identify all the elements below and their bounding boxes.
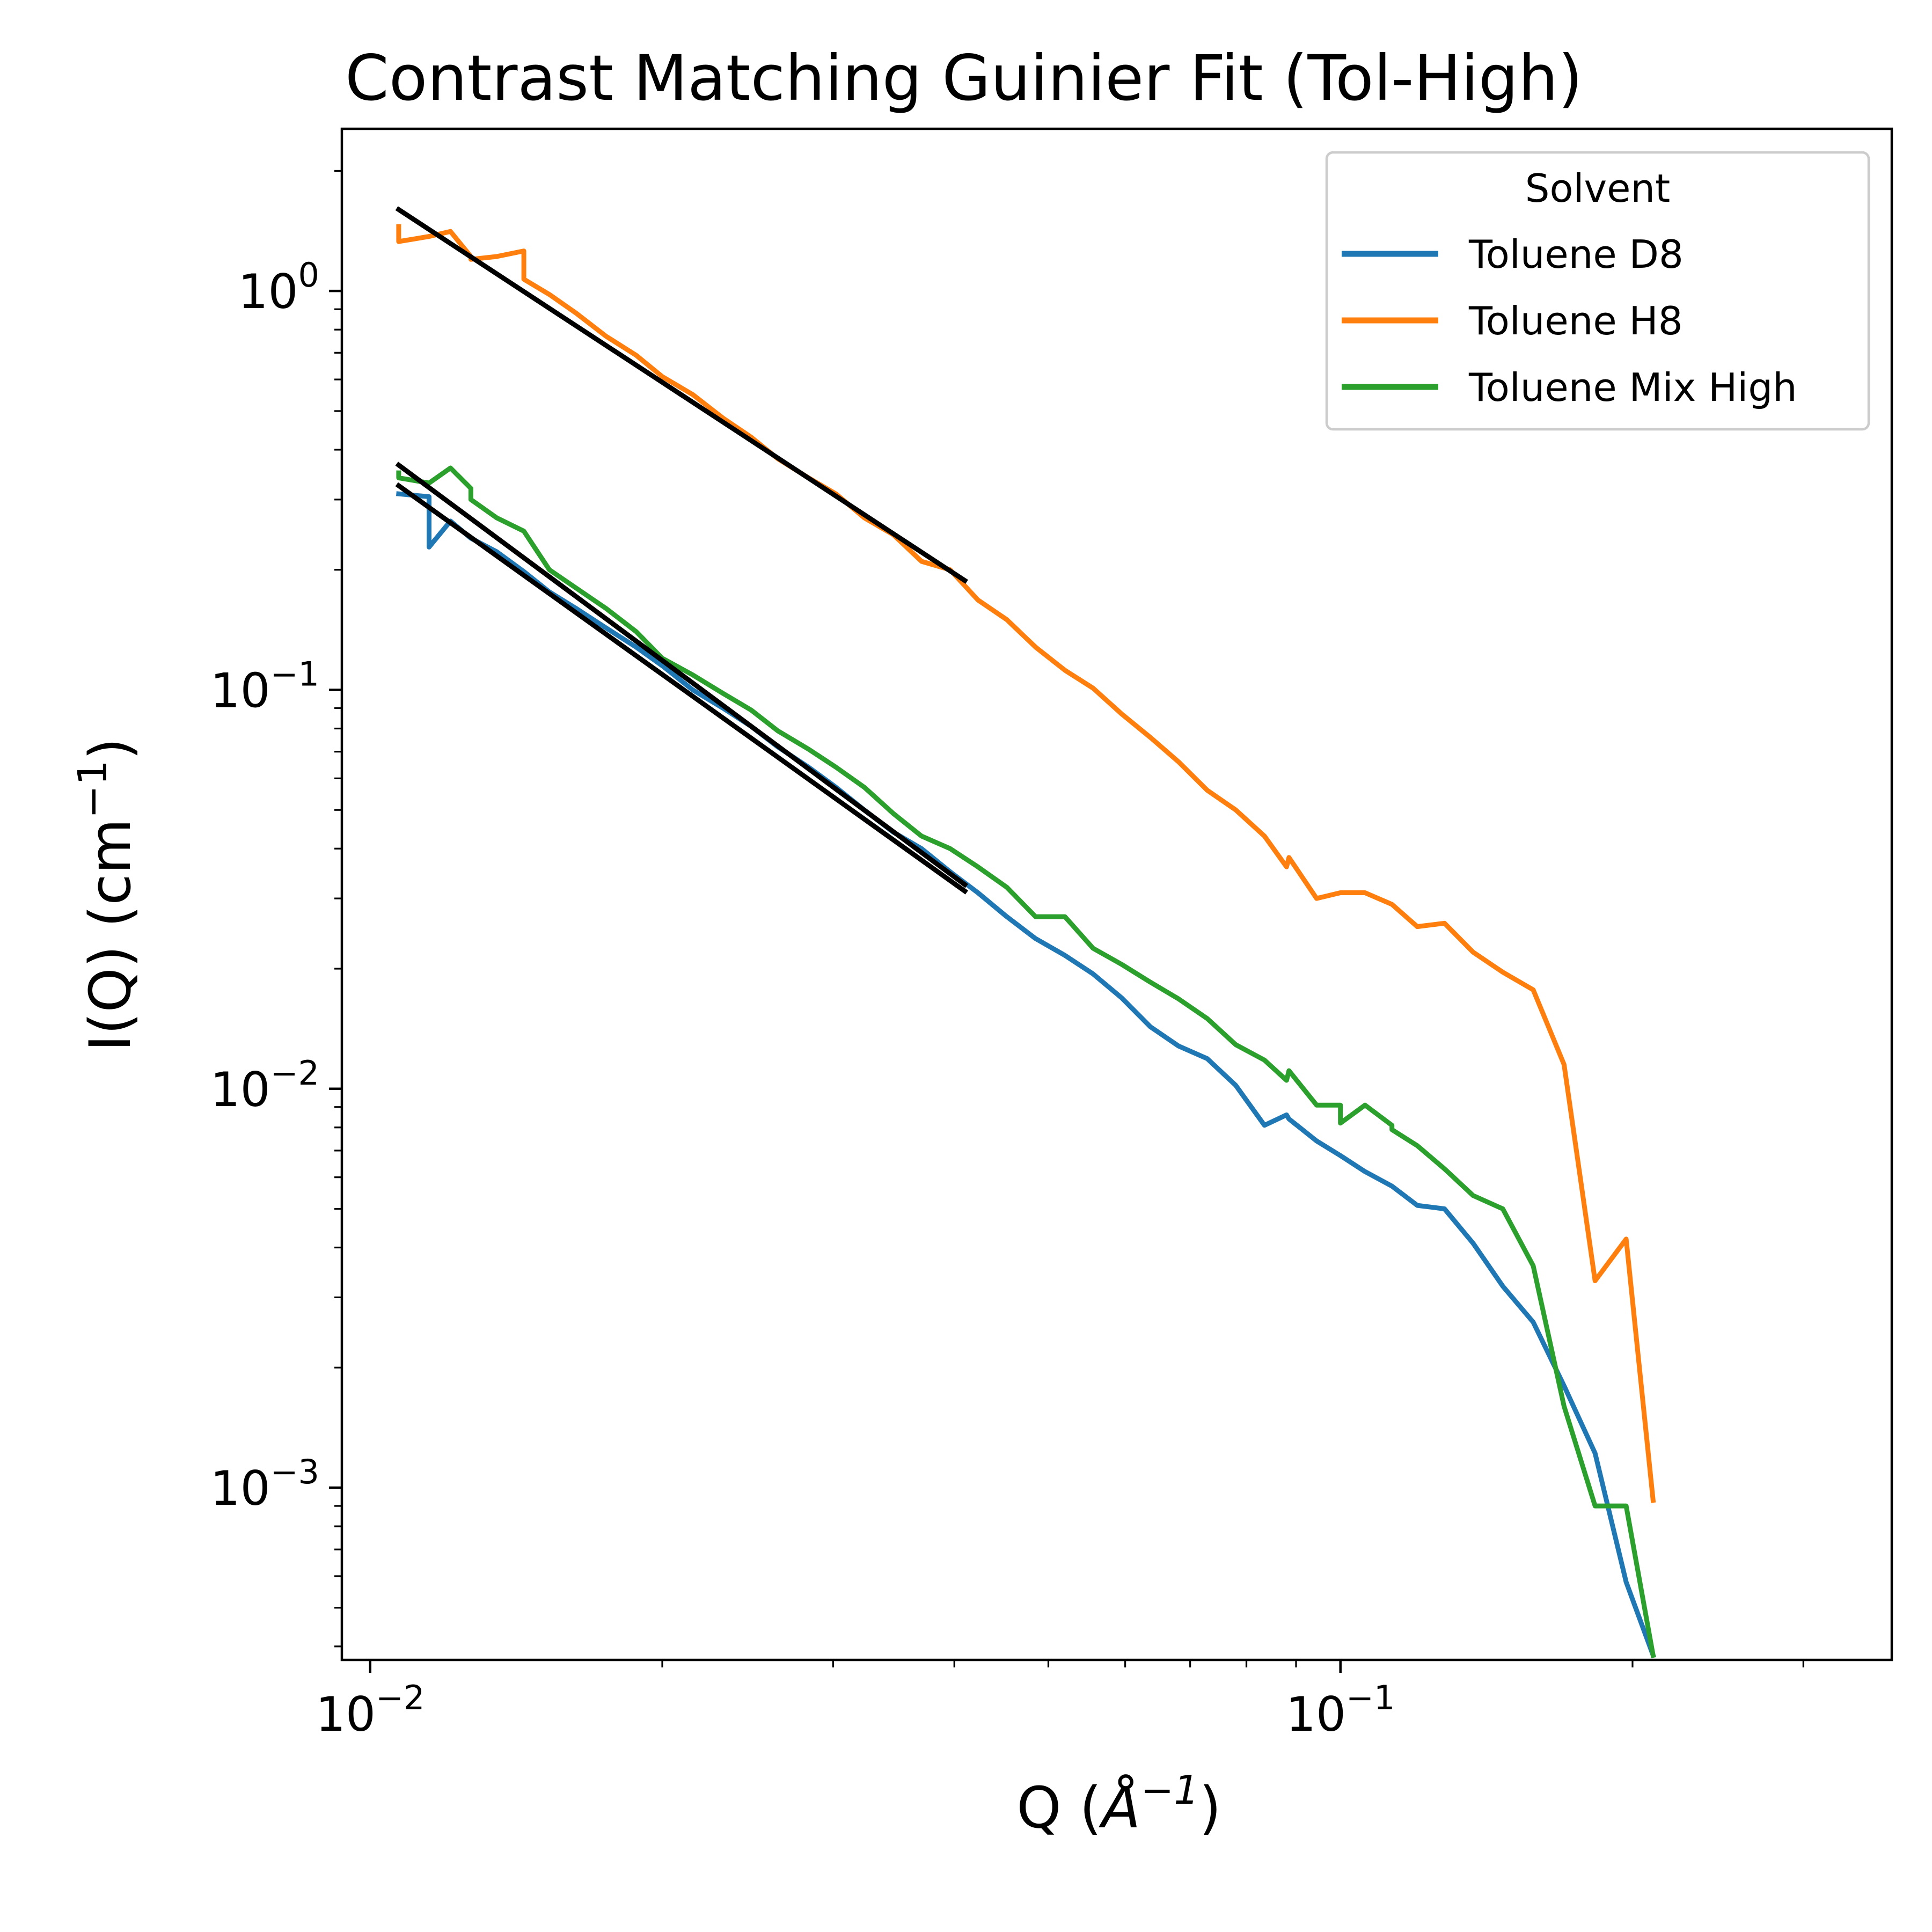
y-tick-label: 100	[238, 255, 319, 319]
series-line-toluene-h8	[396, 224, 1656, 1503]
y-axis-label-close: )	[77, 738, 143, 760]
series-line-toluene-d8	[396, 491, 1657, 1659]
x-axis-label-symbol: Å	[1099, 1775, 1141, 1841]
legend-label-toluene-d8: Toluene D8	[1468, 232, 1684, 277]
legend-label-toluene-mix-high: Toluene Mix High	[1468, 365, 1797, 410]
x-tick-label: 10−1	[1286, 1678, 1395, 1742]
x-axis-label-exponent: −1	[1140, 1767, 1199, 1813]
axis-ticks: 10−2 10−1 100 10−1 10−2 10−3	[210, 170, 1804, 1742]
x-axis-label: Q (Å−1)	[1016, 1767, 1221, 1841]
y-axis-label-exponent: −1	[70, 760, 116, 818]
axes-frame	[340, 127, 1893, 1662]
series-line-toluene-mix-high	[396, 465, 1656, 1658]
x-axis-label-close: )	[1199, 1775, 1221, 1841]
chart-title: Contrast Matching Guinier Fit (Tol-High)	[345, 41, 1583, 115]
x-axis-label-main: Q (	[1016, 1775, 1101, 1841]
x-tick-label: 10−2	[316, 1678, 425, 1742]
legend-title: Solvent	[1525, 166, 1671, 211]
y-axis-label-main: I(Q) (cm	[77, 818, 143, 1051]
y-tick-label: 10−3	[210, 1452, 319, 1516]
y-axis-label: I(Q) (cm−1)	[70, 738, 143, 1051]
y-tick-label: 10−2	[210, 1053, 319, 1117]
legend-frame	[1325, 151, 1870, 431]
y-tick-label: 10−1	[210, 654, 319, 718]
guinier-fit-line-2	[395, 462, 968, 888]
guinier-fit-line-3	[395, 482, 968, 895]
plot-area	[395, 206, 1657, 1659]
legend: Solvent Toluene D8 Toluene H8 Toluene Mi…	[1325, 151, 1870, 431]
legend-label-toluene-h8: Toluene H8	[1468, 298, 1683, 343]
guinier-fit-line-1	[395, 206, 968, 584]
